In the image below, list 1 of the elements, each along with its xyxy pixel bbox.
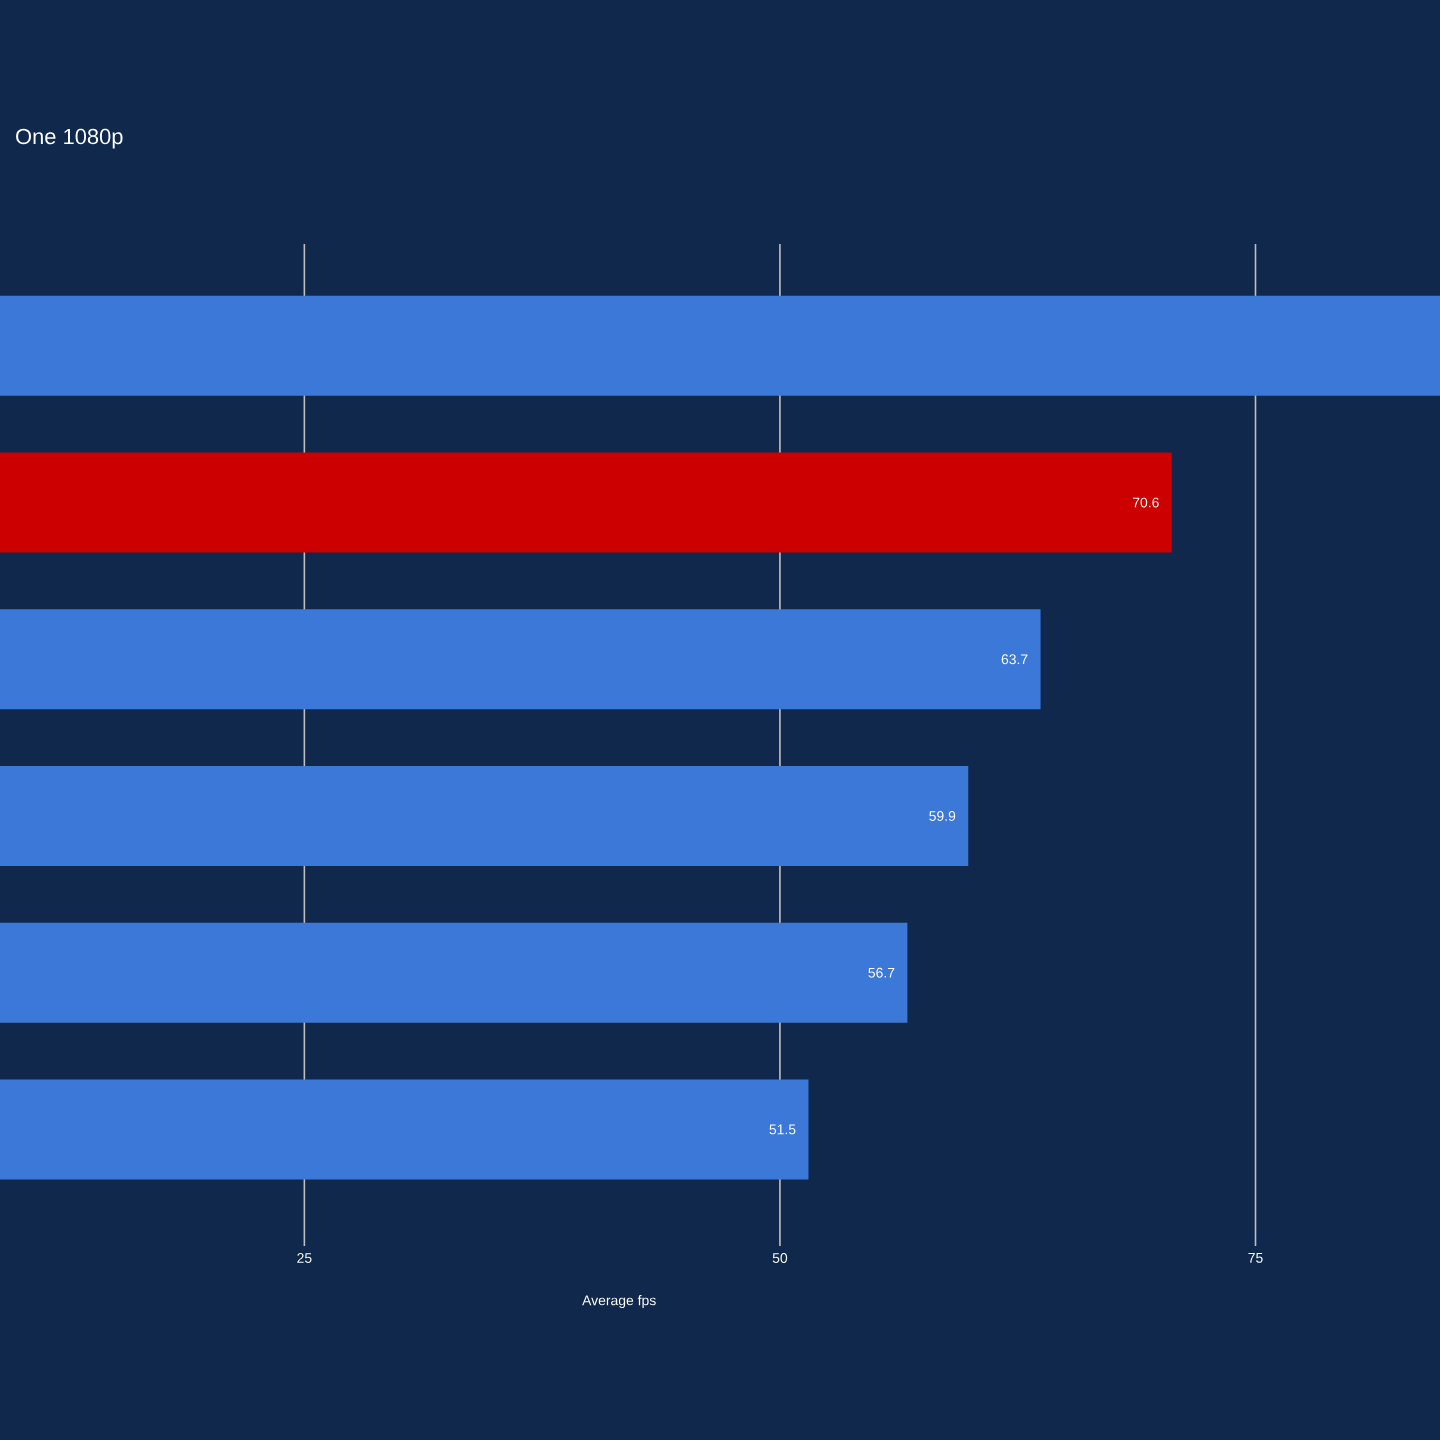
chart-title: One 1080p [16,128,123,149]
